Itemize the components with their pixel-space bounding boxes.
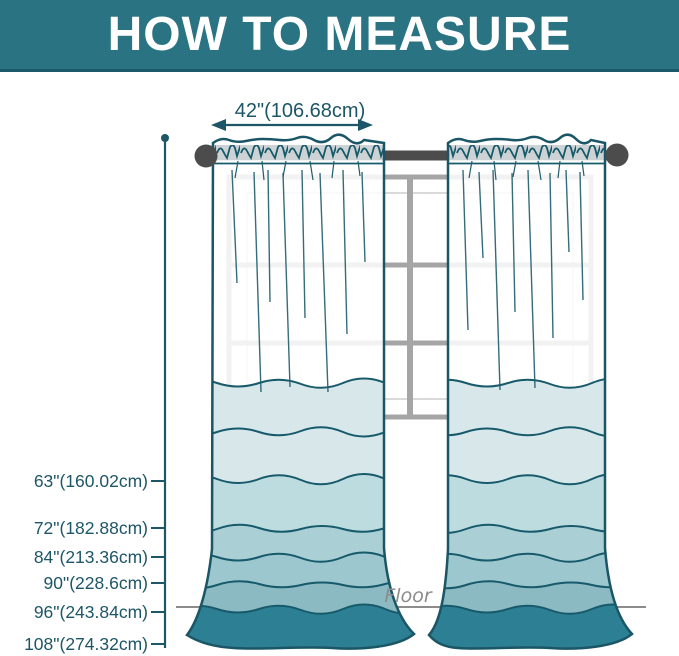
length-label-90: 90"(228.6cm)	[44, 573, 148, 593]
floor-label: Floor	[384, 585, 432, 607]
left-curtain-outline	[185, 133, 416, 650]
length-label-96: 96"(243.84cm)	[34, 602, 148, 622]
length-measure-line	[151, 134, 169, 648]
left-curtain-panel	[185, 133, 416, 650]
right-rod-pocket	[448, 145, 605, 181]
right-finial	[605, 143, 629, 167]
width-measurement	[211, 119, 373, 131]
width-measurement-label: 42"(106.68cm)	[235, 100, 366, 122]
length-label-84: 84"(213.36cm)	[34, 547, 148, 567]
left-rod-pocket	[213, 145, 384, 181]
right-curtain-panel	[427, 133, 634, 650]
right-curtain-outline	[427, 133, 634, 650]
page-title: HOW TO MEASURE	[107, 8, 572, 61]
header-banner: HOW TO MEASURE	[0, 0, 679, 72]
left-curtain-folds	[231, 169, 366, 393]
length-label-72: 72"(182.88cm)	[34, 518, 148, 538]
length-label-108: 108"(274.32cm)	[24, 634, 148, 654]
left-finial	[194, 144, 218, 168]
right-curtain-folds	[462, 169, 584, 391]
length-label-63: 63"(160.02cm)	[34, 471, 148, 491]
